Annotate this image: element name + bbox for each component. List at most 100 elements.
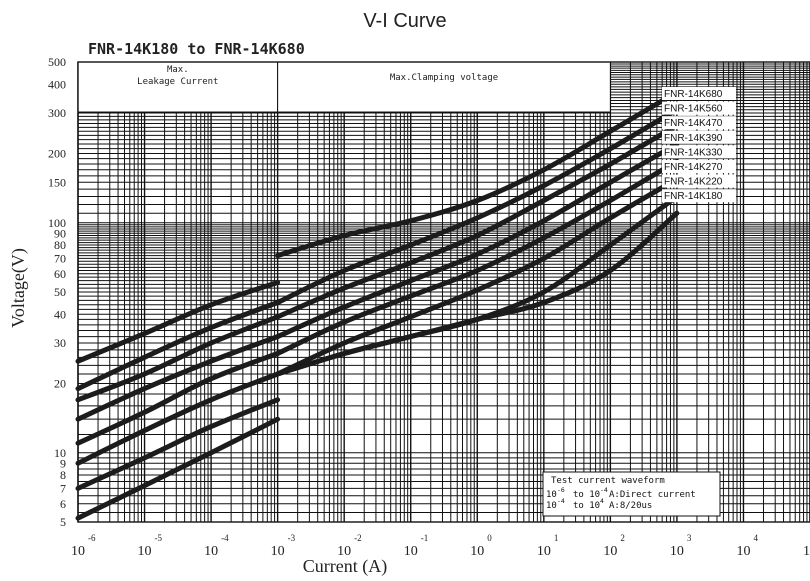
series-leakage-line <box>75 334 281 422</box>
test-waveform-exponent: -4 <box>557 497 565 505</box>
series-labels: FNR-14K680 FNR-14K560 FNR-14K470 FNR-14K390… <box>662 87 736 203</box>
x-tick-label: 10 <box>603 544 617 559</box>
test-waveform-exponent: 4 <box>600 497 604 505</box>
series-clamping-line <box>275 107 680 305</box>
plot-frame <box>77 61 810 523</box>
x-tick-label: 10 <box>537 544 551 559</box>
y-tick-label: 70 <box>54 251 66 265</box>
series-clamping-line <box>275 122 680 320</box>
series-label: FNR-14K390 <box>664 133 723 144</box>
test-waveform-line: 10 <box>546 490 557 500</box>
series-label-bg <box>662 101 736 115</box>
series-label-bg <box>662 160 736 173</box>
x-tick-label: 10 <box>803 544 810 559</box>
region-header-label: Max.Clamping voltage <box>390 73 498 83</box>
plot-area: Max. Leakage Current Max.Clamping voltage 5… <box>48 55 810 559</box>
test-waveform-exponent: -6 <box>557 486 565 494</box>
region-header-label: Max. <box>167 65 189 75</box>
series-clamping-line <box>275 176 680 377</box>
series-leakage-line <box>75 300 281 392</box>
region-header-label: Leakage Current <box>137 77 218 87</box>
y-tick-label: 300 <box>48 106 66 120</box>
x-tick-label: 10 <box>71 544 85 559</box>
y-tick-label: 9 <box>60 456 66 470</box>
series-label-bg <box>662 130 736 144</box>
test-waveform-box <box>542 471 721 517</box>
chart-subtitle: FNR-14K180 to FNR-14K680 <box>88 40 305 58</box>
series-curves <box>75 89 680 521</box>
series-leakage-line <box>75 397 281 491</box>
x-tick-exponent: -6 <box>88 533 96 543</box>
x-tick-exponent: -3 <box>288 533 296 543</box>
chart-title: V-I Curve <box>363 10 446 32</box>
x-tick-exponent: 3 <box>687 533 692 543</box>
x-tick-exponent: 1 <box>554 533 559 543</box>
y-tick-label: 60 <box>54 267 66 281</box>
y-tick-label: 400 <box>48 77 66 91</box>
series-label: FNR-14K680 <box>664 89 723 100</box>
series-leakage-line <box>75 416 281 521</box>
x-tick-label: 10 <box>470 544 484 559</box>
test-waveform-exponent: -4 <box>600 486 608 494</box>
x-axis-label: Current (A) <box>303 556 387 577</box>
y-tick-label: 8 <box>60 468 66 482</box>
x-tick-exponent: 4 <box>753 533 758 543</box>
series-label: FNR-14K270 <box>664 162 723 173</box>
series-clamping-line <box>275 89 680 259</box>
y-tick-label: 500 <box>48 55 66 69</box>
series-leakage-line <box>75 314 281 403</box>
x-tick-exponent: 2 <box>620 533 625 543</box>
x-tick-label: 10 <box>271 544 285 559</box>
y-axis-label: Voltage(V) <box>8 248 29 328</box>
x-tick-exponent: -5 <box>155 533 163 543</box>
test-waveform-line: 10 <box>546 501 557 511</box>
y-tick-label: 30 <box>54 336 66 350</box>
test-waveform-line: A:Direct current <box>609 490 696 500</box>
region-header-box <box>277 61 611 113</box>
series-leakage-line <box>75 280 281 364</box>
series-label: FNR-14K220 <box>664 177 723 188</box>
series-label-bg <box>662 145 736 159</box>
test-waveform-title: Test current waveform <box>551 476 665 486</box>
x-tick-label: 10 <box>204 544 218 559</box>
test-waveform-line: to 10 <box>573 501 600 511</box>
region-header-box <box>77 61 279 113</box>
y-tick-label: 20 <box>54 377 66 391</box>
series-leakage-line <box>75 371 281 466</box>
y-tick-label: 50 <box>54 285 66 299</box>
y-tick-label: 6 <box>60 497 66 511</box>
series-clamping-line <box>275 210 680 377</box>
x-tick-label: 10 <box>138 544 152 559</box>
series-leakage-line <box>75 351 281 446</box>
y-tick-label: 5 <box>60 515 66 529</box>
x-tick-exponent: -4 <box>221 533 229 543</box>
x-tick-label: 10 <box>337 544 351 559</box>
x-tick-label: 10 <box>404 544 418 559</box>
series-label: FNR-14K560 <box>664 104 723 115</box>
y-tick-label: 200 <box>48 147 66 161</box>
series-clamping-line <box>275 141 680 340</box>
series-label: FNR-14K470 <box>664 118 723 129</box>
x-tick-exponent: -2 <box>354 533 362 543</box>
series-label-bg <box>662 189 736 203</box>
x-tick-label: 10 <box>736 544 750 559</box>
test-waveform-line: to 10 <box>573 490 600 500</box>
x-tick-exponent: 0 <box>487 533 492 543</box>
y-tick-label: 150 <box>48 175 66 189</box>
series-label: FNR-14K330 <box>664 147 723 158</box>
series-label-bg <box>662 87 736 100</box>
x-tick-label: 10 <box>670 544 684 559</box>
y-tick-label: 90 <box>54 226 66 240</box>
series-clamping-line <box>275 158 680 356</box>
series-label-bg <box>662 174 736 188</box>
series-label: FNR-14K180 <box>664 191 723 202</box>
test-waveform-line: A:8/20us <box>609 501 652 511</box>
y-tick-label: 80 <box>54 238 66 252</box>
series-label-bg <box>662 116 736 130</box>
y-tick-label: 40 <box>54 307 66 321</box>
y-tick-label: 100 <box>48 216 66 230</box>
y-tick-label: 7 <box>60 481 66 495</box>
x-tick-exponent: -1 <box>421 533 429 543</box>
y-tick-label: 10 <box>54 446 66 460</box>
